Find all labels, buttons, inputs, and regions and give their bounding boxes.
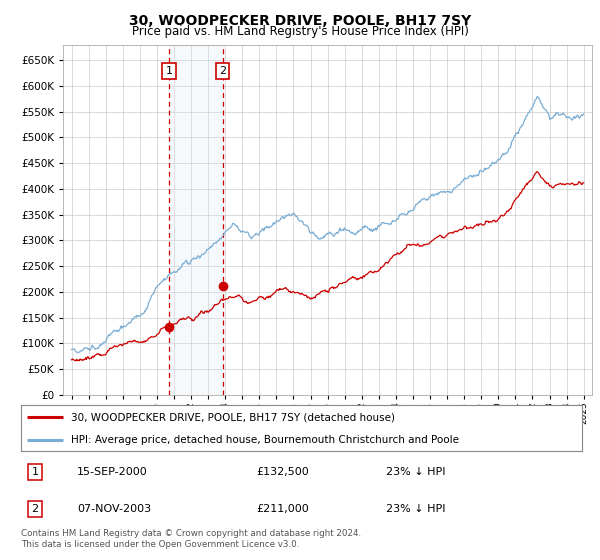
Text: £132,500: £132,500 [257,467,310,477]
Text: 07-NOV-2003: 07-NOV-2003 [77,504,151,514]
Text: 2: 2 [219,66,226,76]
Text: 23% ↓ HPI: 23% ↓ HPI [386,467,445,477]
Text: 15-SEP-2000: 15-SEP-2000 [77,467,148,477]
Text: HPI: Average price, detached house, Bournemouth Christchurch and Poole: HPI: Average price, detached house, Bour… [71,435,460,445]
Text: Price paid vs. HM Land Registry's House Price Index (HPI): Price paid vs. HM Land Registry's House … [131,25,469,38]
Bar [169,45,223,395]
Text: £211,000: £211,000 [257,504,310,514]
Text: 1: 1 [166,66,173,76]
Text: 2: 2 [31,504,38,514]
Text: Contains HM Land Registry data © Crown copyright and database right 2024.
This d: Contains HM Land Registry data © Crown c… [21,529,361,549]
Text: 30, WOODPECKER DRIVE, POOLE, BH17 7SY (detached house): 30, WOODPECKER DRIVE, POOLE, BH17 7SY (d… [71,412,395,422]
Text: 30, WOODPECKER DRIVE, POOLE, BH17 7SY: 30, WOODPECKER DRIVE, POOLE, BH17 7SY [129,14,471,28]
Text: 23% ↓ HPI: 23% ↓ HPI [386,504,445,514]
Text: 1: 1 [32,467,38,477]
